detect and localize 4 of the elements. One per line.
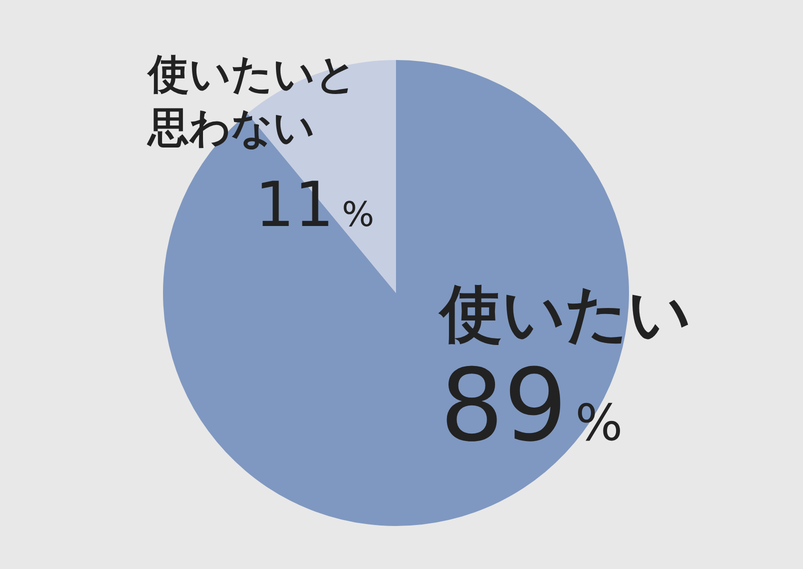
data-label: 11% <box>255 168 374 241</box>
slice-label: 使いたいと思わない <box>146 50 357 152</box>
data-label: 89% <box>440 347 623 464</box>
slice-label: 使いたい <box>438 277 691 350</box>
